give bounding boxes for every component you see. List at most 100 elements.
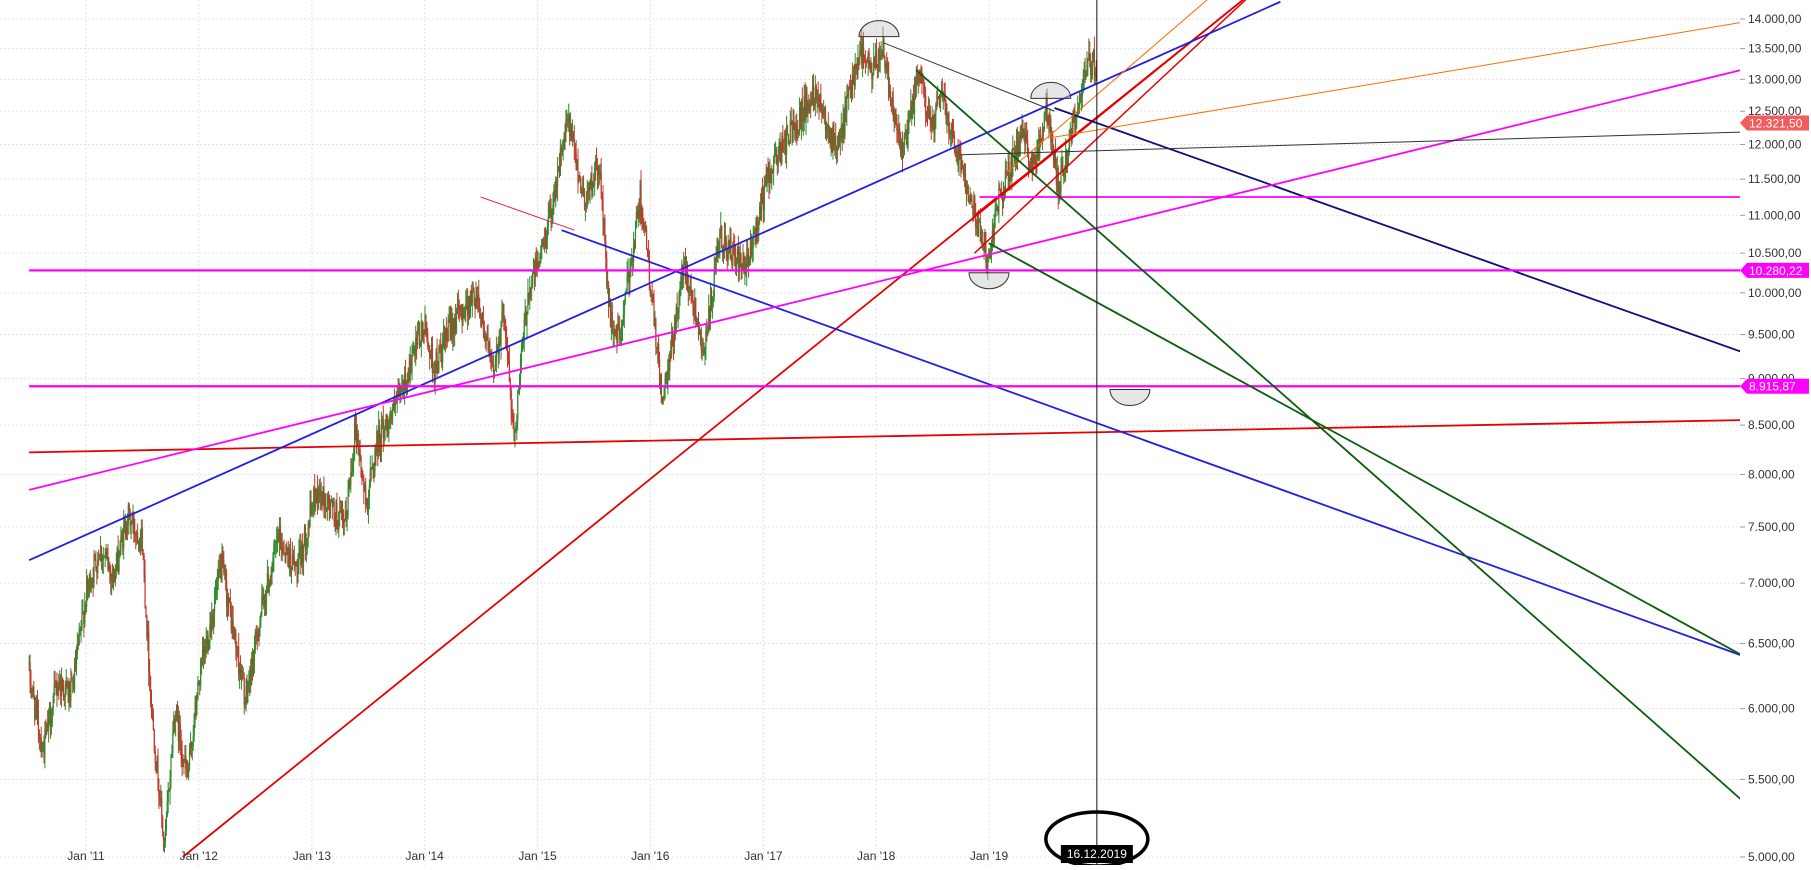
candle-body — [551, 210, 553, 219]
candle-body — [51, 707, 53, 723]
candle-body — [59, 679, 61, 687]
candle-body — [111, 574, 114, 578]
candle-body — [101, 559, 103, 561]
candle-body — [1074, 112, 1076, 131]
y-tick-label: 13.500,00 — [1748, 42, 1802, 56]
candle-body — [838, 133, 841, 142]
candle-body — [592, 183, 594, 197]
candle-body — [79, 628, 81, 630]
candle-body — [232, 619, 234, 634]
y-tick-label: 7.000,00 — [1748, 576, 1795, 590]
candle-body — [601, 193, 603, 198]
candle-body — [328, 504, 331, 512]
candle-body — [81, 612, 83, 629]
price-label: 12.321,50 — [1749, 116, 1803, 130]
candle-body — [813, 105, 815, 106]
candle-body — [875, 52, 878, 67]
candle-body — [1052, 132, 1054, 153]
candle-body — [397, 389, 399, 395]
candle-body — [868, 52, 870, 67]
candle-body — [339, 509, 341, 513]
candle-body — [508, 360, 510, 382]
candle-body — [767, 168, 769, 175]
candle-body — [704, 348, 706, 352]
trendline — [1006, 0, 1208, 173]
candle-body — [288, 555, 290, 567]
candle-body — [225, 571, 227, 581]
candle-body — [710, 295, 713, 305]
candle-body — [871, 63, 873, 80]
candle-body — [242, 678, 244, 679]
candle-body — [69, 683, 71, 701]
candle-body — [297, 564, 299, 583]
candle-body — [399, 396, 401, 398]
candle-body — [1081, 88, 1083, 96]
candle-body — [737, 249, 739, 273]
candle-body — [594, 160, 597, 166]
candle-body — [711, 301, 714, 305]
candle-body — [492, 364, 494, 366]
candle-body — [533, 272, 536, 278]
candle-body — [34, 696, 36, 719]
candle-body — [521, 347, 523, 351]
candle-body — [895, 116, 897, 118]
candle-body — [894, 116, 896, 123]
candle-body — [1032, 154, 1034, 172]
candle-body — [705, 331, 707, 349]
candle-body — [1007, 161, 1009, 175]
candle-body — [62, 686, 65, 697]
candle-body — [31, 692, 33, 693]
candle-body — [119, 552, 121, 556]
candle-body — [909, 115, 911, 119]
candle-body — [50, 722, 52, 727]
candle-body — [277, 537, 280, 542]
candle-body — [446, 336, 448, 342]
candle-body — [815, 86, 817, 100]
candle-body — [719, 230, 721, 251]
candle-body — [785, 127, 788, 155]
candle-body — [68, 683, 70, 698]
candle-body — [1086, 64, 1088, 71]
candle-body — [413, 346, 415, 354]
candle-body — [287, 547, 289, 556]
candle-body — [651, 295, 653, 298]
candle-body — [64, 683, 66, 697]
candle-body — [305, 546, 307, 550]
candle-body — [86, 578, 88, 607]
candle-body — [136, 532, 138, 535]
candle-body — [388, 427, 390, 434]
candle-body — [513, 424, 515, 440]
candle-body — [335, 503, 337, 525]
candle-body — [495, 351, 497, 360]
candle-body — [569, 123, 572, 137]
candle-body — [342, 513, 345, 523]
candle-body — [1095, 72, 1097, 74]
candle-body — [890, 101, 892, 102]
candle-body — [897, 130, 899, 134]
candle-body — [1053, 150, 1056, 163]
candle-body — [493, 364, 495, 372]
candle-body — [873, 57, 875, 73]
candle-body — [289, 547, 291, 567]
candle-body — [851, 74, 854, 98]
candle-body — [623, 301, 625, 315]
candle-body — [889, 91, 892, 102]
candle-body — [646, 248, 649, 253]
candle-body — [1059, 184, 1061, 192]
candle-body — [505, 329, 507, 338]
candle-body — [950, 131, 952, 135]
candle-body — [630, 262, 632, 269]
candle-body — [281, 546, 283, 549]
candle-body — [619, 329, 621, 341]
candle-body — [887, 61, 890, 93]
candle-body — [483, 328, 485, 340]
candle-body — [137, 532, 139, 544]
candle-body — [753, 231, 755, 234]
y-tick-label: 8.500,00 — [1748, 418, 1795, 432]
x-tick-label: Jan '19 — [970, 849, 1009, 863]
y-tick-label: 9.500,00 — [1748, 328, 1795, 342]
candle-body — [209, 624, 211, 643]
candle-body — [863, 57, 866, 59]
candle-body — [938, 96, 940, 98]
candle-body — [866, 61, 868, 62]
